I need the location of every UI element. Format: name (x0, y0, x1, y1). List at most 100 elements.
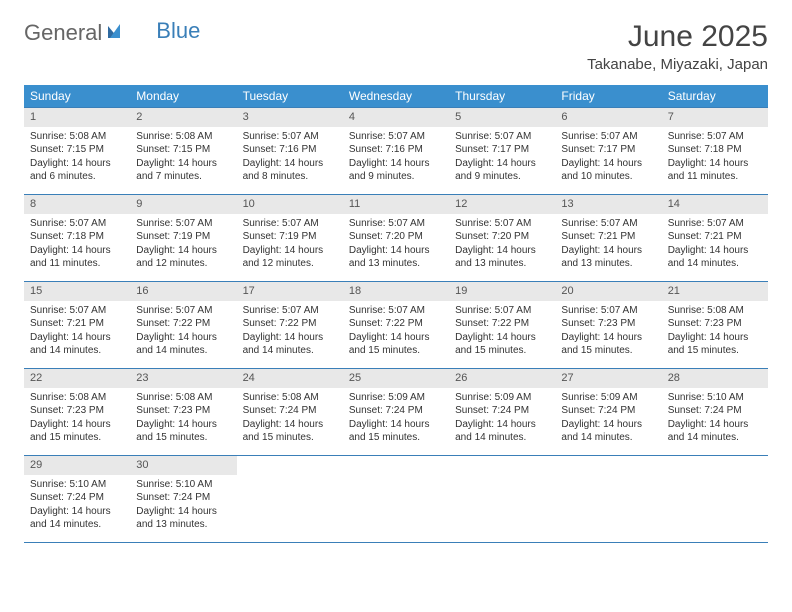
day-day1: Daylight: 14 hours (561, 157, 655, 171)
day-day1: Daylight: 14 hours (136, 331, 230, 345)
day-sunrise: Sunrise: 5:07 AM (349, 130, 443, 144)
week-row: 1Sunrise: 5:08 AMSunset: 7:15 PMDaylight… (24, 107, 768, 195)
day-number: 8 (24, 195, 130, 214)
week-row: 22Sunrise: 5:08 AMSunset: 7:23 PMDayligh… (24, 369, 768, 456)
day-body: Sunrise: 5:09 AMSunset: 7:24 PMDaylight:… (555, 388, 661, 451)
day-sunrise: Sunrise: 5:07 AM (243, 304, 337, 318)
day-cell: 21Sunrise: 5:08 AMSunset: 7:23 PMDayligh… (662, 282, 768, 368)
day-number: 23 (130, 369, 236, 388)
day-cell: 9Sunrise: 5:07 AMSunset: 7:19 PMDaylight… (130, 195, 236, 281)
logo-text-general: General (24, 20, 102, 46)
day-day2: and 13 minutes. (561, 257, 655, 271)
day-number: 25 (343, 369, 449, 388)
day-day2: and 14 minutes. (30, 518, 124, 532)
weekday-header: Sunday (24, 85, 130, 107)
day-day1: Daylight: 14 hours (668, 244, 762, 258)
day-body: Sunrise: 5:07 AMSunset: 7:21 PMDaylight:… (555, 214, 661, 277)
day-day1: Daylight: 14 hours (136, 505, 230, 519)
day-sunset: Sunset: 7:22 PM (349, 317, 443, 331)
day-sunrise: Sunrise: 5:07 AM (349, 217, 443, 231)
day-number: 3 (237, 108, 343, 127)
day-sunset: Sunset: 7:15 PM (136, 143, 230, 157)
day-day1: Daylight: 14 hours (136, 157, 230, 171)
day-day1: Daylight: 14 hours (349, 418, 443, 432)
calendar-page: General Blue June 2025 Takanabe, Miyazak… (0, 0, 792, 563)
day-body: Sunrise: 5:07 AMSunset: 7:23 PMDaylight:… (555, 301, 661, 364)
day-day1: Daylight: 14 hours (455, 331, 549, 345)
day-day2: and 13 minutes. (455, 257, 549, 271)
day-day1: Daylight: 14 hours (349, 331, 443, 345)
day-body: Sunrise: 5:07 AMSunset: 7:21 PMDaylight:… (24, 301, 130, 364)
day-sunset: Sunset: 7:18 PM (668, 143, 762, 157)
day-day1: Daylight: 14 hours (561, 244, 655, 258)
day-body: Sunrise: 5:08 AMSunset: 7:15 PMDaylight:… (24, 127, 130, 190)
day-cell: 16 Sunrise: 5:07 AMSunset: 7:22 PMDayligh… (130, 282, 236, 368)
day-number: 30 (130, 456, 236, 475)
day-number: 13 (555, 195, 661, 214)
day-day2: and 15 minutes. (30, 431, 124, 445)
day-cell: 26Sunrise: 5:09 AMSunset: 7:24 PMDayligh… (449, 369, 555, 455)
day-day1: Daylight: 14 hours (243, 331, 337, 345)
day-sunset: Sunset: 7:16 PM (243, 143, 337, 157)
location-label: Takanabe, Miyazaki, Japan (587, 56, 768, 73)
day-number: 16 (130, 282, 236, 301)
day-number: 22 (24, 369, 130, 388)
day-number: 5 (449, 108, 555, 127)
day-day2: and 12 minutes. (136, 257, 230, 271)
day-sunset: Sunset: 7:24 PM (349, 404, 443, 418)
day-sunset: Sunset: 7:22 PM (455, 317, 549, 331)
day-sunrise: Sunrise: 5:07 AM (455, 130, 549, 144)
day-sunrise: Sunrise: 5:07 AM (243, 217, 337, 231)
weekday-header: Friday (555, 85, 661, 107)
day-day2: and 14 minutes. (455, 431, 549, 445)
day-cell: 20Sunrise: 5:07 AMSunset: 7:23 PMDayligh… (555, 282, 661, 368)
day-cell: 23Sunrise: 5:08 AMSunset: 7:23 PMDayligh… (130, 369, 236, 455)
day-number: 12 (449, 195, 555, 214)
day-sunrise: Sunrise: 5:07 AM (136, 304, 230, 318)
day-sunset: Sunset: 7:23 PM (136, 404, 230, 418)
day-sunrise: Sunrise: 5:09 AM (455, 391, 549, 405)
day-body: Sunrise: 5:08 AMSunset: 7:24 PMDaylight:… (237, 388, 343, 451)
day-day1: Daylight: 14 hours (30, 418, 124, 432)
day-day1: Daylight: 14 hours (243, 244, 337, 258)
day-body: Sunrise: 5:07 AMSunset: 7:20 PMDaylight:… (343, 214, 449, 277)
day-day1: Daylight: 14 hours (349, 157, 443, 171)
day-day1: Daylight: 14 hours (30, 157, 124, 171)
day-cell: 15Sunrise: 5:07 AMSunset: 7:21 PMDayligh… (24, 282, 130, 368)
day-number: 9 (130, 195, 236, 214)
day-body: Sunrise: 5:07 AMSunset: 7:17 PMDaylight:… (555, 127, 661, 190)
day-number: 4 (343, 108, 449, 127)
week-row: 29Sunrise: 5:10 AMSunset: 7:24 PMDayligh… (24, 456, 768, 543)
day-cell: 24Sunrise: 5:08 AMSunset: 7:24 PMDayligh… (237, 369, 343, 455)
week-row: 15Sunrise: 5:07 AMSunset: 7:21 PMDayligh… (24, 282, 768, 369)
day-cell: 4 Sunrise: 5:07 AMSunset: 7:16 PMDaylight… (343, 108, 449, 194)
day-sunset: Sunset: 7:22 PM (136, 317, 230, 331)
day-day1: Daylight: 14 hours (455, 244, 549, 258)
logo: General Blue (24, 20, 200, 46)
day-sunset: Sunset: 7:24 PM (668, 404, 762, 418)
day-sunrise: Sunrise: 5:07 AM (668, 217, 762, 231)
day-sunset: Sunset: 7:16 PM (349, 143, 443, 157)
day-sunset: Sunset: 7:19 PM (136, 230, 230, 244)
day-body: Sunrise: 5:07 AMSunset: 7:16 PMDaylight:… (237, 127, 343, 190)
weekday-header: Thursday (449, 85, 555, 107)
day-cell: 25Sunrise: 5:09 AMSunset: 7:24 PMDayligh… (343, 369, 449, 455)
day-body: Sunrise: 5:08 AMSunset: 7:23 PMDaylight:… (24, 388, 130, 451)
day-sunrise: Sunrise: 5:08 AM (243, 391, 337, 405)
day-sunrise: Sunrise: 5:07 AM (455, 217, 549, 231)
day-sunrise: Sunrise: 5:09 AM (561, 391, 655, 405)
day-cell-empty (662, 456, 768, 542)
day-body: Sunrise: 5:07 AMSunset: 7:22 PMDaylight:… (237, 301, 343, 364)
day-day2: and 14 minutes. (136, 344, 230, 358)
logo-text-blue: Blue (156, 18, 200, 44)
day-body: Sunrise: 5:08 AMSunset: 7:23 PMDaylight:… (662, 301, 768, 364)
weekday-header: Wednesday (343, 85, 449, 107)
day-sunset: Sunset: 7:22 PM (243, 317, 337, 331)
day-day2: and 11 minutes. (668, 170, 762, 184)
day-day1: Daylight: 14 hours (136, 418, 230, 432)
day-body: Sunrise: 5:07 AMSunset: 7:21 PMDaylight:… (662, 214, 768, 277)
day-cell: 7Sunrise: 5:07 AMSunset: 7:18 PMDaylight… (662, 108, 768, 194)
day-number: 7 (662, 108, 768, 127)
day-cell: 27Sunrise: 5:09 AMSunset: 7:24 PMDayligh… (555, 369, 661, 455)
day-cell-empty (555, 456, 661, 542)
